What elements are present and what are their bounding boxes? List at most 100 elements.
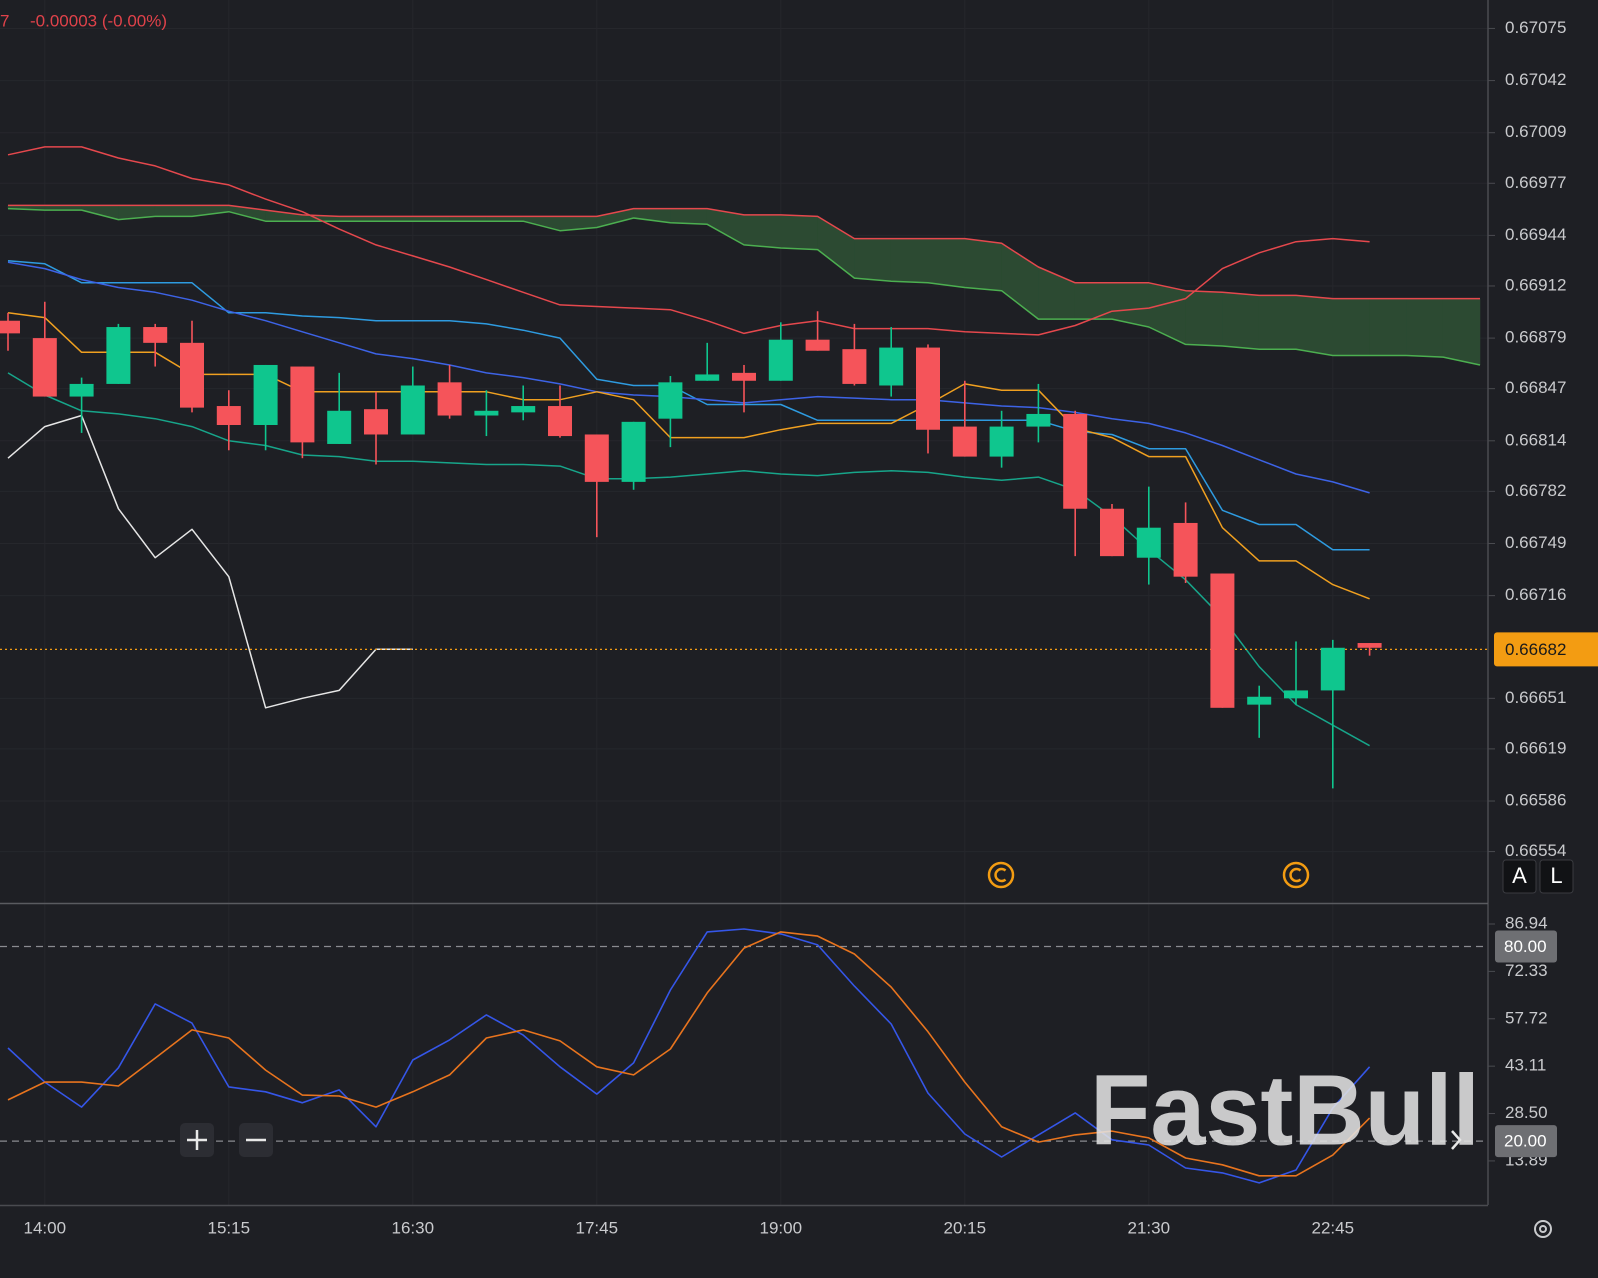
level-label: 20.00 (1504, 1132, 1547, 1151)
y-tick-label: 0.66847 (1505, 378, 1566, 397)
candle-body (1247, 696, 1272, 705)
x-tick-label: 22:45 (1312, 1218, 1355, 1237)
x-tick-label: 19:00 (760, 1218, 803, 1237)
cloud-fill (1442, 298, 1481, 366)
cloud-fill (780, 214, 818, 250)
candle-body (327, 410, 352, 444)
candle-body (695, 374, 720, 381)
cloud-fill (1332, 298, 1370, 356)
price-axis: 0.67075 0.67042 0.67009 0.66977 0.66944 0.669… (1488, 18, 1566, 860)
candle-body (0, 320, 20, 334)
y-tick-label: 43.11 (1505, 1056, 1546, 1075)
event-icon[interactable] (987, 861, 1015, 889)
y-tick-label: 0.66879 (1505, 328, 1566, 347)
cloud-span-a (8, 204, 1480, 300)
candle-body (952, 426, 977, 457)
candle-body (548, 406, 572, 437)
zoom-in-button[interactable] (180, 1123, 214, 1157)
indicator-line (7, 414, 413, 709)
y-tick-label: 0.66912 (1505, 275, 1566, 294)
candle-body (1136, 527, 1161, 558)
x-tick-label: 21:30 (1128, 1218, 1171, 1237)
cloud-fill (1369, 298, 1407, 356)
candle-body (1173, 522, 1198, 577)
candle-body (106, 327, 131, 384)
y-tick-label: 0.66554 (1505, 841, 1566, 860)
y-tick-label: 0.67009 (1505, 122, 1566, 141)
y-tick-label: 86.94 (1505, 913, 1548, 932)
y-tick-label: 72.33 (1505, 961, 1548, 980)
candle-body (1026, 413, 1051, 427)
cloud-fill (1258, 295, 1297, 350)
candle-body (69, 383, 94, 397)
cloud-span-b (7, 207, 1481, 366)
x-tick-label: 17:45 (576, 1218, 619, 1237)
cloud-fill (854, 238, 892, 282)
cloud-fill (964, 238, 1002, 291)
last-price-label: 0.66682 (1505, 640, 1566, 659)
header-prefix: 7 (0, 11, 9, 30)
indicator-line (7, 312, 1370, 600)
y-tick-label: 0.66586 (1505, 791, 1566, 810)
overlay: 14:00 15:15 16:30 17:45 19:00 20:15 21:30 22:45… (24, 632, 1598, 1237)
y-tick-label: 0.67042 (1505, 70, 1566, 89)
price-pane (0, 146, 1488, 789)
cloud-fill (1222, 292, 1260, 350)
y-tick-label: 0.66651 (1505, 688, 1566, 707)
candle-body (732, 372, 756, 381)
candle-body (842, 349, 867, 384)
axis-mode-label[interactable]: A (1512, 863, 1527, 888)
y-tick-label: 0.67075 (1505, 18, 1566, 37)
candle-body (1284, 690, 1308, 699)
axis-mode-button[interactable] (1502, 859, 1537, 894)
oscillator-line (7, 928, 1371, 1184)
candle-body (879, 347, 904, 386)
cloud-fill (927, 238, 966, 288)
x-tick-label: 20:15 (944, 1218, 987, 1237)
candle-body (621, 421, 646, 482)
y-tick-label: 0.66749 (1505, 533, 1566, 552)
candle-body (1100, 508, 1124, 557)
cloud-fill (1406, 298, 1444, 358)
candle-body (437, 382, 462, 416)
candle-body (32, 338, 57, 397)
axis-mode-button[interactable] (1539, 859, 1574, 894)
candle-body (916, 347, 940, 430)
candle-body (180, 342, 204, 408)
scroll-right-button[interactable] (1451, 1130, 1462, 1150)
indicator-line (7, 146, 1370, 336)
y-tick-label: 57.72 (1505, 1008, 1548, 1027)
candle-body (1320, 647, 1345, 691)
y-tick-label: 0.66977 (1505, 173, 1566, 192)
y-tick-label: 0.66814 (1505, 430, 1566, 449)
x-tick-label: 14:00 (24, 1218, 67, 1237)
indicator-line (7, 261, 1370, 494)
zoom-out-button[interactable] (239, 1123, 273, 1157)
oscillator-pane (0, 928, 1488, 1184)
cloud-fill (890, 238, 929, 284)
candle-body (1063, 413, 1088, 509)
settings-button[interactable] (1534, 1220, 1552, 1238)
cloud-fill (154, 205, 193, 217)
candle-body (364, 409, 388, 435)
candle-body (584, 434, 609, 482)
level-box (1495, 1125, 1557, 1158)
candle-body (658, 382, 683, 419)
y-tick-label: 0.66619 (1505, 738, 1566, 757)
candle-body (253, 364, 278, 425)
cloud-fill (743, 214, 782, 249)
candle-body (143, 327, 168, 343)
cloud-fill (1185, 290, 1223, 347)
candle-body (216, 406, 241, 425)
event-icon[interactable] (1282, 861, 1310, 889)
candle-body (400, 385, 425, 435)
candle-body (511, 406, 536, 413)
candle-body (989, 426, 1014, 457)
x-tick-label: 15:15 (208, 1218, 251, 1237)
level-label: 80.00 (1504, 937, 1547, 956)
axis-mode-label[interactable]: L (1550, 863, 1562, 888)
x-tick-label: 16:30 (392, 1218, 435, 1237)
y-tick-label: 0.66944 (1505, 225, 1566, 244)
